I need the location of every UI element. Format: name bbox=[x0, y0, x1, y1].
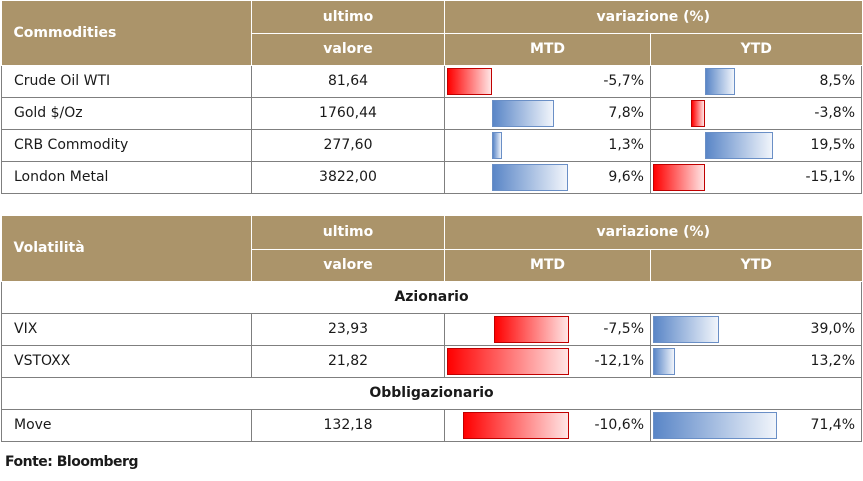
row-label: Crude Oil WTI bbox=[1, 64, 252, 98]
mtd-value: -12,1% bbox=[594, 353, 644, 369]
mtd-bar bbox=[492, 131, 502, 159]
row-value: 1760,44 bbox=[251, 96, 445, 130]
mtd-value: -7,5% bbox=[603, 321, 644, 337]
table-row: CRB Commodity 277,60 1,3% 19,5% bbox=[1, 128, 863, 162]
table-row: VIX 23,93 -7,5% 39,0% bbox=[1, 312, 863, 346]
ultimo-header: ultimo bbox=[251, 216, 445, 250]
mtd-value: 1,3% bbox=[608, 137, 644, 153]
valore-header: valore bbox=[251, 33, 445, 66]
ytd-header: YTD bbox=[650, 249, 862, 282]
ytd-cell: -15,1% bbox=[649, 160, 863, 194]
table-row: Crude Oil WTI 81,64 -5,7% 8,5% bbox=[1, 64, 863, 98]
mtd-header: MTD bbox=[444, 249, 651, 282]
ytd-value: -3,8% bbox=[814, 105, 856, 121]
mtd-bar bbox=[447, 67, 492, 95]
mtd-value: 7,8% bbox=[608, 105, 644, 121]
mtd-cell: -5,7% bbox=[444, 64, 651, 98]
variazione-header: variazione (%) bbox=[444, 216, 862, 250]
commodities-header-title: Commodities bbox=[1, 1, 252, 66]
ytd-bar bbox=[653, 315, 719, 343]
ytd-bar bbox=[705, 131, 773, 159]
row-value: 3822,00 bbox=[251, 160, 445, 194]
mtd-bar bbox=[492, 163, 568, 191]
row-value: 277,60 bbox=[251, 128, 445, 162]
row-value: 23,93 bbox=[251, 312, 445, 346]
ytd-bar bbox=[653, 411, 777, 439]
mtd-cell: -7,5% bbox=[444, 312, 651, 346]
section-row: Azionario bbox=[0, 280, 863, 314]
section-title: Azionario bbox=[0, 280, 863, 314]
ytd-bar bbox=[653, 163, 705, 191]
variazione-header: variazione (%) bbox=[444, 1, 862, 34]
table-row: Move 132,18 -10,6% 71,4% bbox=[1, 408, 863, 442]
ytd-bar bbox=[653, 347, 675, 375]
ytd-value: 39,0% bbox=[810, 321, 856, 337]
valore-header: valore bbox=[251, 249, 445, 282]
row-label: Move bbox=[1, 408, 252, 442]
table-row: VSTOXX 21,82 -12,1% 13,2% bbox=[1, 344, 863, 378]
mtd-value: -10,6% bbox=[594, 417, 644, 433]
row-value: 132,18 bbox=[251, 408, 445, 442]
ytd-cell: 8,5% bbox=[649, 64, 863, 98]
ytd-cell: 39,0% bbox=[649, 312, 863, 346]
table-row: Gold $/Oz 1760,44 7,8% -3,8% bbox=[1, 96, 863, 130]
row-label: VIX bbox=[1, 312, 252, 346]
ytd-bar bbox=[691, 99, 705, 127]
table-row: London Metal 3822,00 9,6% -15,1% bbox=[1, 160, 863, 194]
mtd-cell: 9,6% bbox=[444, 160, 651, 194]
mtd-cell: -12,1% bbox=[444, 344, 651, 378]
source-footer: Fonte: Bloomberg bbox=[5, 454, 138, 470]
volatilita-header-title: Volatilità bbox=[1, 216, 252, 282]
mtd-cell: 1,3% bbox=[444, 128, 651, 162]
row-label: CRB Commodity bbox=[1, 128, 252, 162]
row-label: Gold $/Oz bbox=[1, 96, 252, 130]
mtd-bar bbox=[492, 99, 554, 127]
row-value: 81,64 bbox=[251, 64, 445, 98]
ultimo-header: ultimo bbox=[251, 1, 445, 34]
ytd-value: 71,4% bbox=[810, 417, 856, 433]
section-row: Obbligazionario bbox=[0, 376, 863, 410]
section-title: Obbligazionario bbox=[0, 376, 863, 410]
ytd-cell: 71,4% bbox=[649, 408, 863, 442]
ytd-cell: 13,2% bbox=[649, 344, 863, 378]
mtd-cell: -10,6% bbox=[444, 408, 651, 442]
volatilita-table: Volatilità ultimo variazione (%) valore … bbox=[0, 216, 863, 442]
ytd-value: 13,2% bbox=[810, 353, 856, 369]
ytd-cell: 19,5% bbox=[649, 128, 863, 162]
mtd-value: -5,7% bbox=[603, 73, 644, 89]
ytd-header: YTD bbox=[650, 33, 862, 66]
ytd-cell: -3,8% bbox=[649, 96, 863, 130]
row-label: VSTOXX bbox=[1, 344, 252, 378]
mtd-bar bbox=[447, 347, 569, 375]
ytd-value: 8,5% bbox=[819, 73, 856, 89]
mtd-header: MTD bbox=[444, 33, 651, 66]
row-label: London Metal bbox=[1, 160, 252, 194]
ytd-value: 19,5% bbox=[810, 137, 856, 153]
commodities-table: Commodities ultimo variazione (%) valore… bbox=[1, 1, 863, 194]
mtd-bar bbox=[494, 315, 569, 343]
mtd-bar bbox=[463, 411, 569, 439]
row-value: 21,82 bbox=[251, 344, 445, 378]
mtd-value: 9,6% bbox=[608, 169, 644, 185]
ytd-bar bbox=[705, 67, 735, 95]
ytd-value: -15,1% bbox=[805, 169, 856, 185]
mtd-cell: 7,8% bbox=[444, 96, 651, 130]
